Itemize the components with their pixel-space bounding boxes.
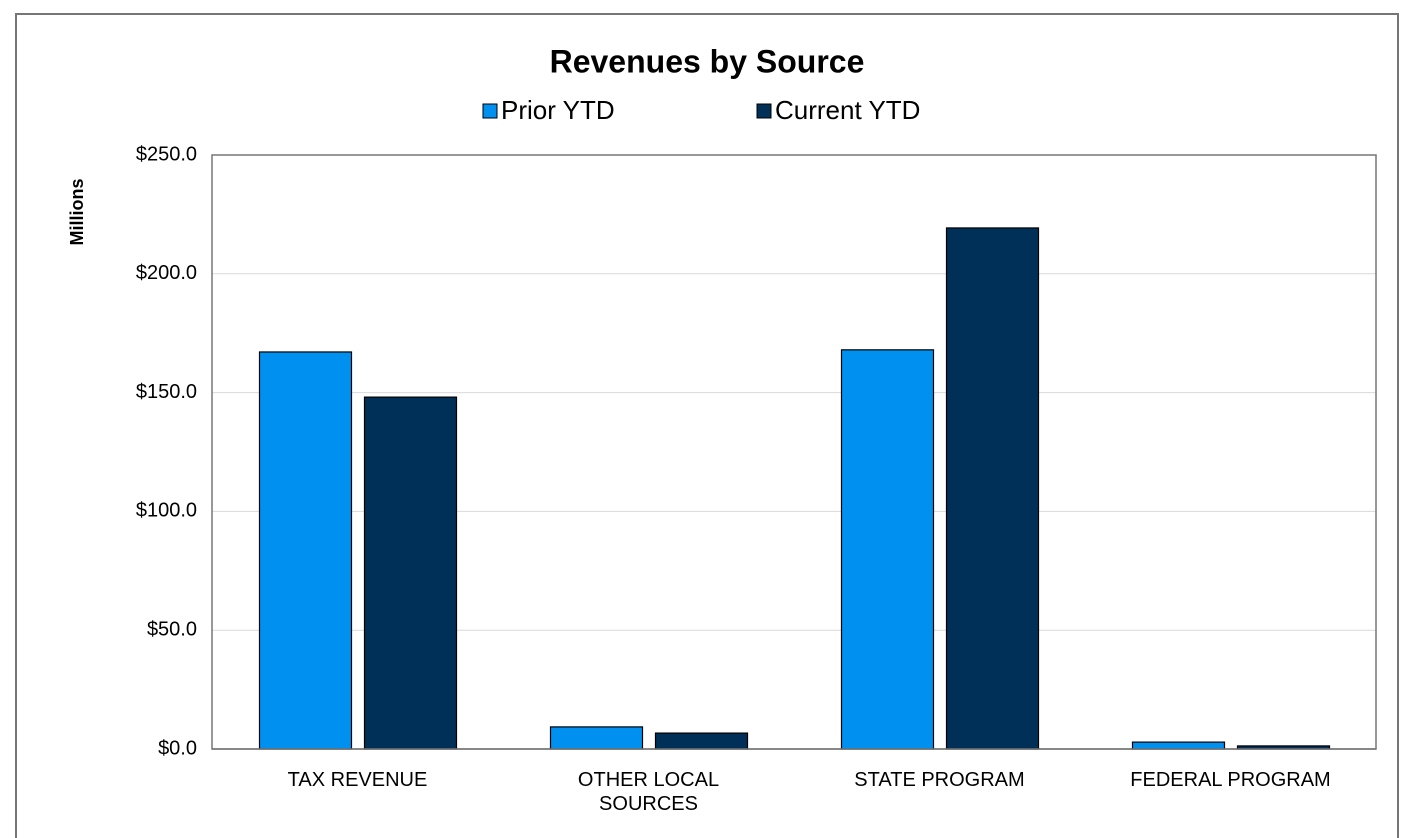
bar bbox=[654, 732, 749, 750]
y-tick-label: $200.0 bbox=[136, 262, 197, 284]
bar bbox=[549, 726, 644, 750]
x-tick-label: OTHER LOCAL SOURCES bbox=[577, 769, 720, 815]
bar bbox=[945, 227, 1040, 750]
y-tick-label: $250.0 bbox=[136, 143, 197, 165]
x-tick-label: TAX REVENUE bbox=[287, 769, 428, 791]
bar bbox=[363, 396, 458, 750]
x-tick-label: FEDERAL PROGRAM bbox=[1130, 769, 1331, 791]
y-axis-label: Millions bbox=[67, 179, 87, 246]
y-tick-label: $50.0 bbox=[147, 618, 197, 640]
y-tick-label: $0.0 bbox=[158, 737, 197, 759]
y-tick-label: $100.0 bbox=[136, 500, 197, 522]
y-tick-label: $150.0 bbox=[136, 381, 197, 403]
legend-swatch bbox=[756, 103, 772, 119]
chart-border bbox=[15, 13, 1399, 838]
chart-title: Revenues by Source bbox=[550, 43, 865, 79]
legend-label: Current YTD bbox=[775, 95, 920, 125]
x-tick-label: STATE PROGRAM bbox=[854, 769, 1025, 791]
bar bbox=[258, 351, 353, 750]
bar bbox=[1131, 741, 1226, 750]
legend-label: Prior YTD bbox=[501, 95, 615, 125]
legend-swatch bbox=[482, 103, 498, 119]
bar bbox=[840, 349, 935, 750]
